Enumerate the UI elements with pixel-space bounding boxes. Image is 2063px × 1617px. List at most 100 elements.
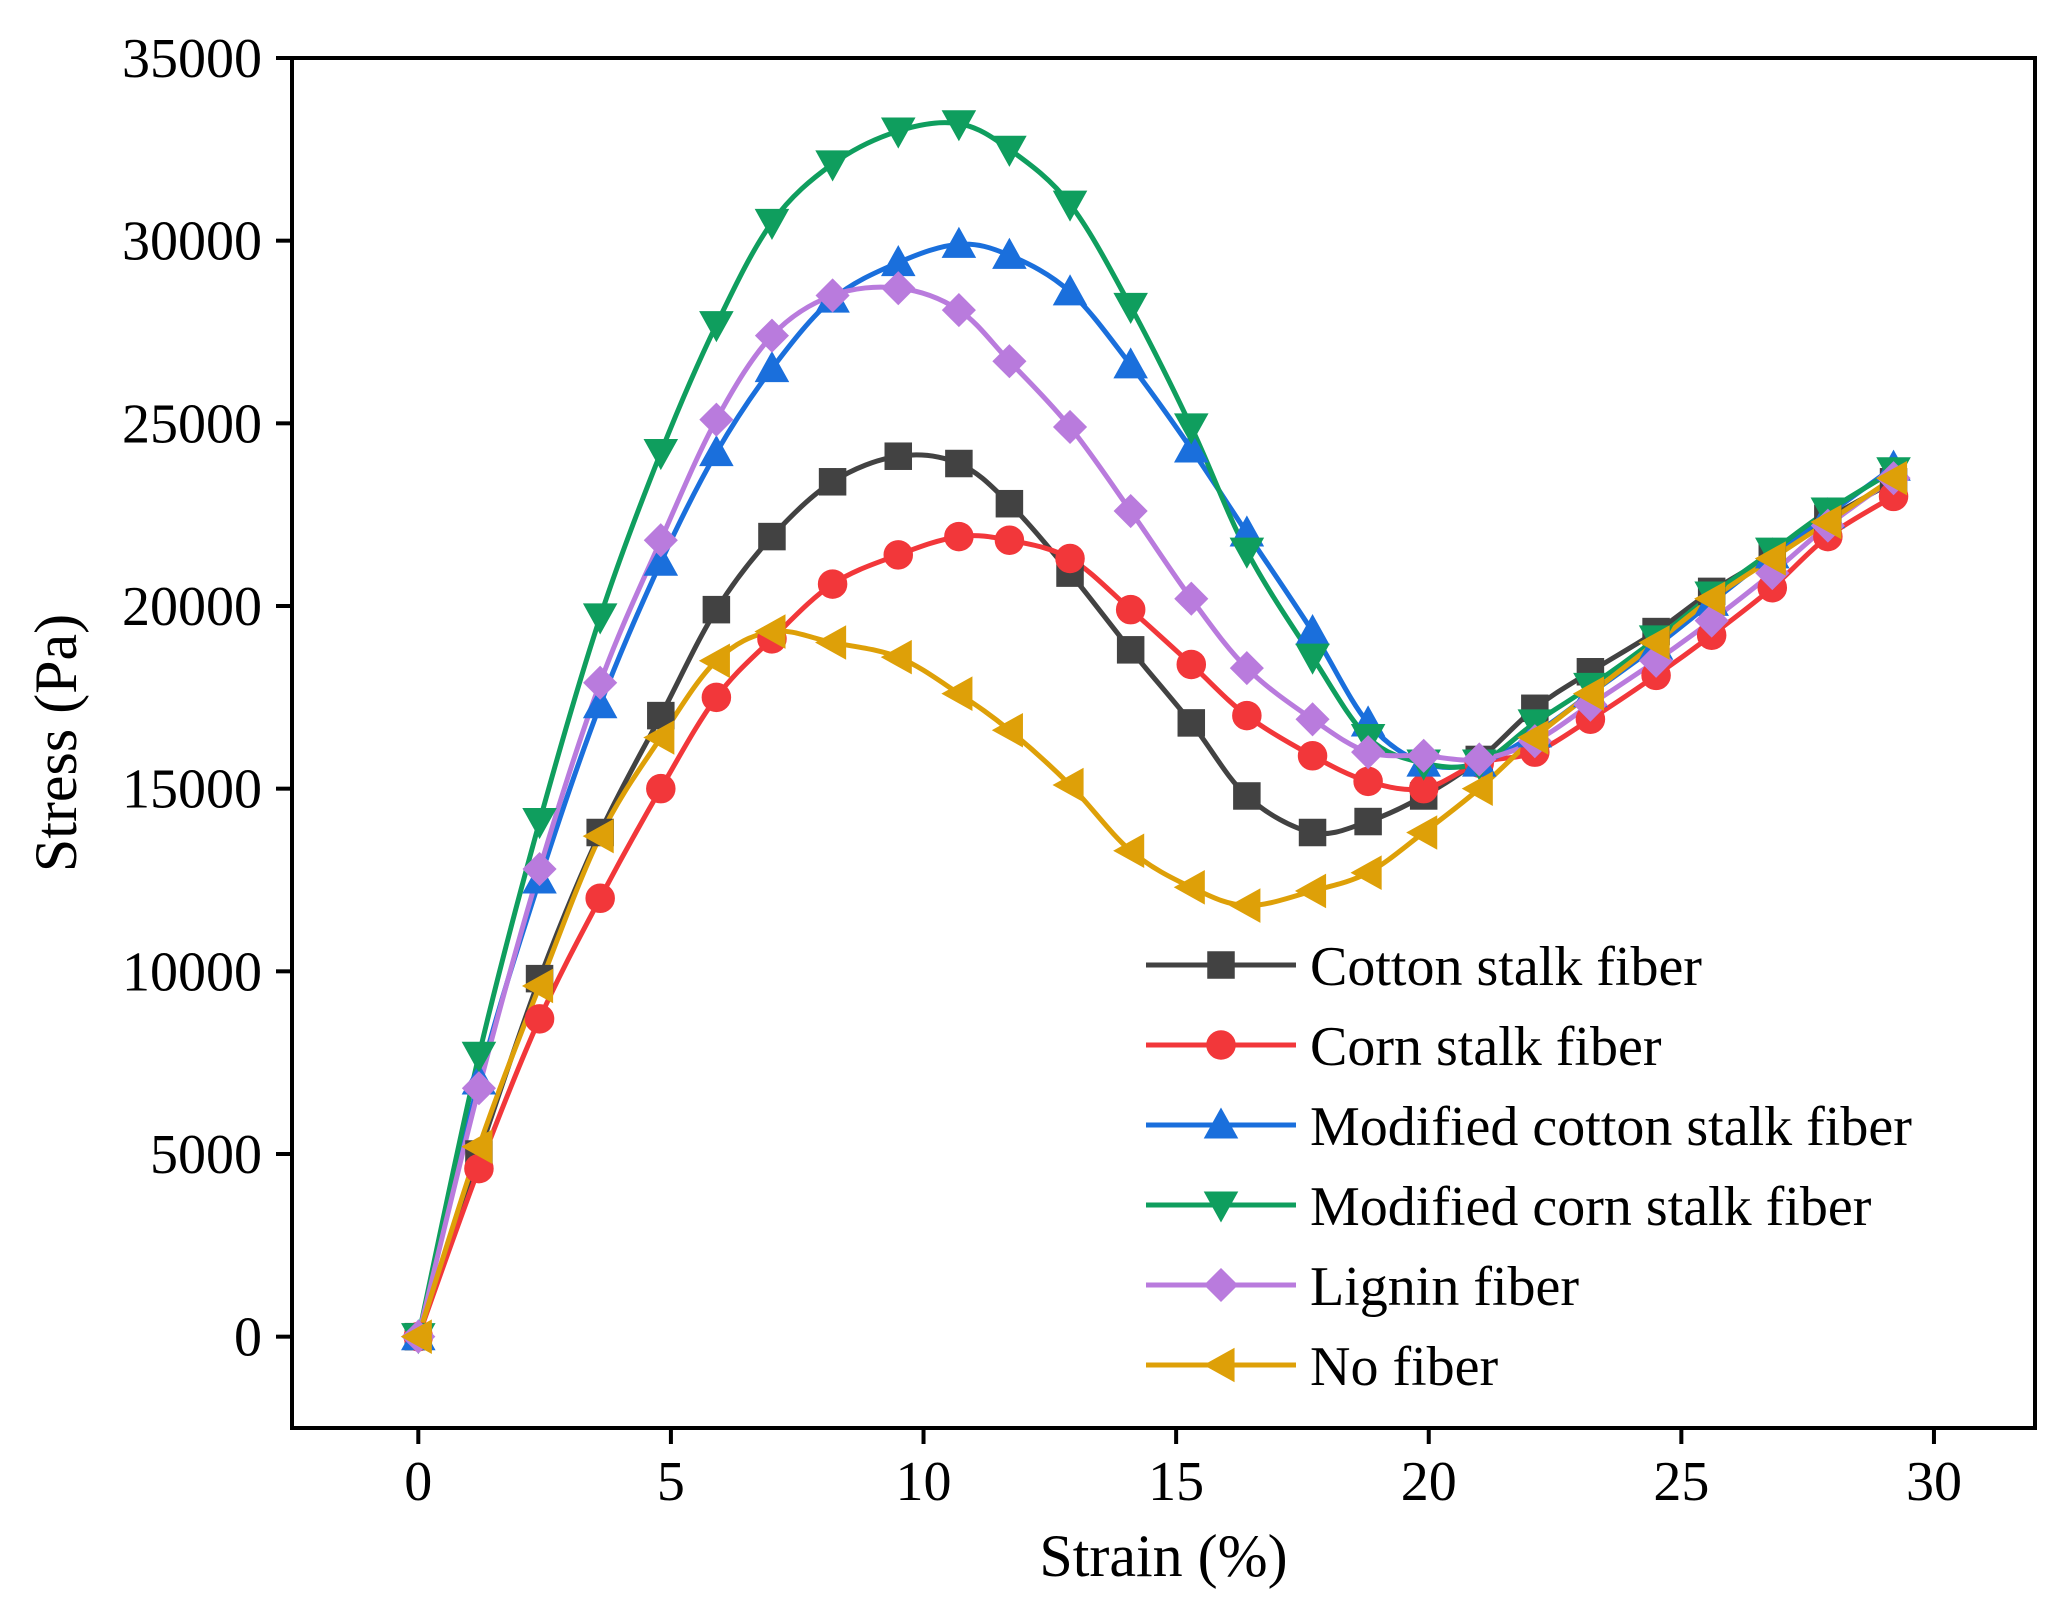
- data-point: [994, 525, 1025, 555]
- legend-marker: [1207, 951, 1235, 979]
- data-point: [1754, 541, 1786, 576]
- data-point: [754, 318, 790, 353]
- data-point: [1174, 413, 1209, 445]
- data-point: [1176, 649, 1207, 680]
- data-point: [815, 150, 850, 182]
- data-point: [941, 110, 977, 142]
- legend-item: Modified cotton stalk fiber: [1146, 1096, 1912, 1158]
- data-point: [702, 595, 731, 624]
- data-point: [643, 439, 679, 471]
- y-tick-label: 25000: [122, 393, 262, 455]
- data-point: [1694, 581, 1726, 616]
- data-point: [944, 521, 974, 552]
- legend-item: Lignin fiber: [1146, 1256, 1579, 1318]
- data-point: [1232, 700, 1262, 731]
- data-point: [815, 625, 847, 660]
- x-tick-label: 15: [1148, 1451, 1204, 1513]
- data-point: [754, 614, 786, 649]
- data-point: [1294, 873, 1327, 909]
- y-tick-label: 0: [234, 1307, 262, 1369]
- data-point: [1116, 636, 1145, 664]
- data-point: [461, 1071, 496, 1106]
- data-point: [643, 720, 675, 755]
- legend-label: Lignin fiber: [1310, 1256, 1579, 1318]
- y-axis-ticks: 0 5000 10000 15000 20000 25000 30000 35000: [122, 28, 292, 1369]
- data-point: [1113, 493, 1148, 529]
- data-point: [698, 643, 730, 679]
- data-point: [880, 117, 916, 149]
- legend-marker: [1203, 1267, 1239, 1303]
- plot-frame: [290, 56, 2037, 1430]
- data-point: [646, 773, 676, 804]
- data-point: [1055, 543, 1085, 574]
- data-point: [583, 665, 618, 700]
- data-point: [1295, 614, 1330, 646]
- legend-item: Cotton stalk fiber: [1146, 936, 1702, 998]
- data-point: [883, 540, 914, 570]
- data-point: [1052, 274, 1088, 306]
- data-point: [1351, 735, 1386, 770]
- data-point: [1295, 643, 1330, 675]
- legend-item: Corn stalk fiber: [1146, 1016, 1662, 1078]
- data-point: [1875, 460, 1908, 496]
- x-axis-ticks: 0 5 10 15 20 25 30: [404, 1428, 1962, 1513]
- series-line-1: [415, 494, 1895, 1338]
- data-point: [1297, 741, 1328, 771]
- data-point: [1406, 815, 1438, 850]
- data-point: [461, 1041, 497, 1073]
- data-point: [1462, 742, 1497, 777]
- data-point: [1173, 870, 1205, 905]
- x-tick-label: 0: [404, 1451, 432, 1513]
- data-point: [881, 271, 916, 306]
- data-point: [1354, 807, 1382, 836]
- data-point: [522, 851, 557, 887]
- data-point: [817, 569, 848, 599]
- legend-item: No fiber: [1146, 1336, 1499, 1398]
- legend-item: Modified corn stalk fiber: [1146, 1176, 1872, 1238]
- data-point: [941, 676, 973, 711]
- data-point: [1229, 651, 1264, 686]
- data-point: [880, 639, 912, 675]
- y-tick-label: 15000: [122, 759, 262, 821]
- series-line-2: [415, 241, 1896, 1338]
- data-point: [582, 687, 618, 719]
- data-point: [1461, 771, 1493, 806]
- data-point: [1810, 504, 1842, 540]
- data-point: [754, 350, 790, 383]
- data-point: [754, 208, 790, 240]
- data-point: [1406, 738, 1441, 773]
- data-point: [884, 442, 913, 470]
- data-point: [1052, 190, 1088, 222]
- data-point: [400, 1319, 432, 1354]
- data-point: [1174, 581, 1209, 616]
- legend-label: Cotton stalk fiber: [1310, 936, 1702, 998]
- data-point: [699, 402, 734, 437]
- y-tick-label: 5000: [150, 1124, 262, 1186]
- data-point: [992, 237, 1027, 269]
- data-point: [1113, 833, 1145, 869]
- data-point: [1572, 676, 1604, 711]
- data-point: [815, 278, 850, 313]
- x-tick-label: 20: [1401, 1451, 1457, 1513]
- legend: Cotton stalk fiber Corn stalk fiber Modifi…: [1146, 936, 1912, 1398]
- data-point: [880, 245, 916, 277]
- data-point: [941, 293, 976, 328]
- legend-marker: [1206, 1030, 1236, 1060]
- data-point: [699, 311, 734, 343]
- data-point: [992, 344, 1027, 379]
- data-point: [1353, 766, 1383, 797]
- data-point: [701, 682, 732, 713]
- data-point: [995, 489, 1024, 518]
- y-axis-title: Stress (Pa): [23, 614, 89, 872]
- x-axis-title: Strain (%): [1039, 1523, 1287, 1589]
- data-point: [461, 1129, 493, 1164]
- data-point: [643, 523, 678, 558]
- data-point: [1350, 855, 1382, 890]
- data-point: [582, 818, 614, 854]
- series-markers-3: [401, 110, 1911, 1355]
- data-point: [1174, 431, 1209, 463]
- series-markers-5: [400, 460, 1908, 1354]
- data-point: [1295, 702, 1330, 737]
- data-point: [1113, 292, 1148, 324]
